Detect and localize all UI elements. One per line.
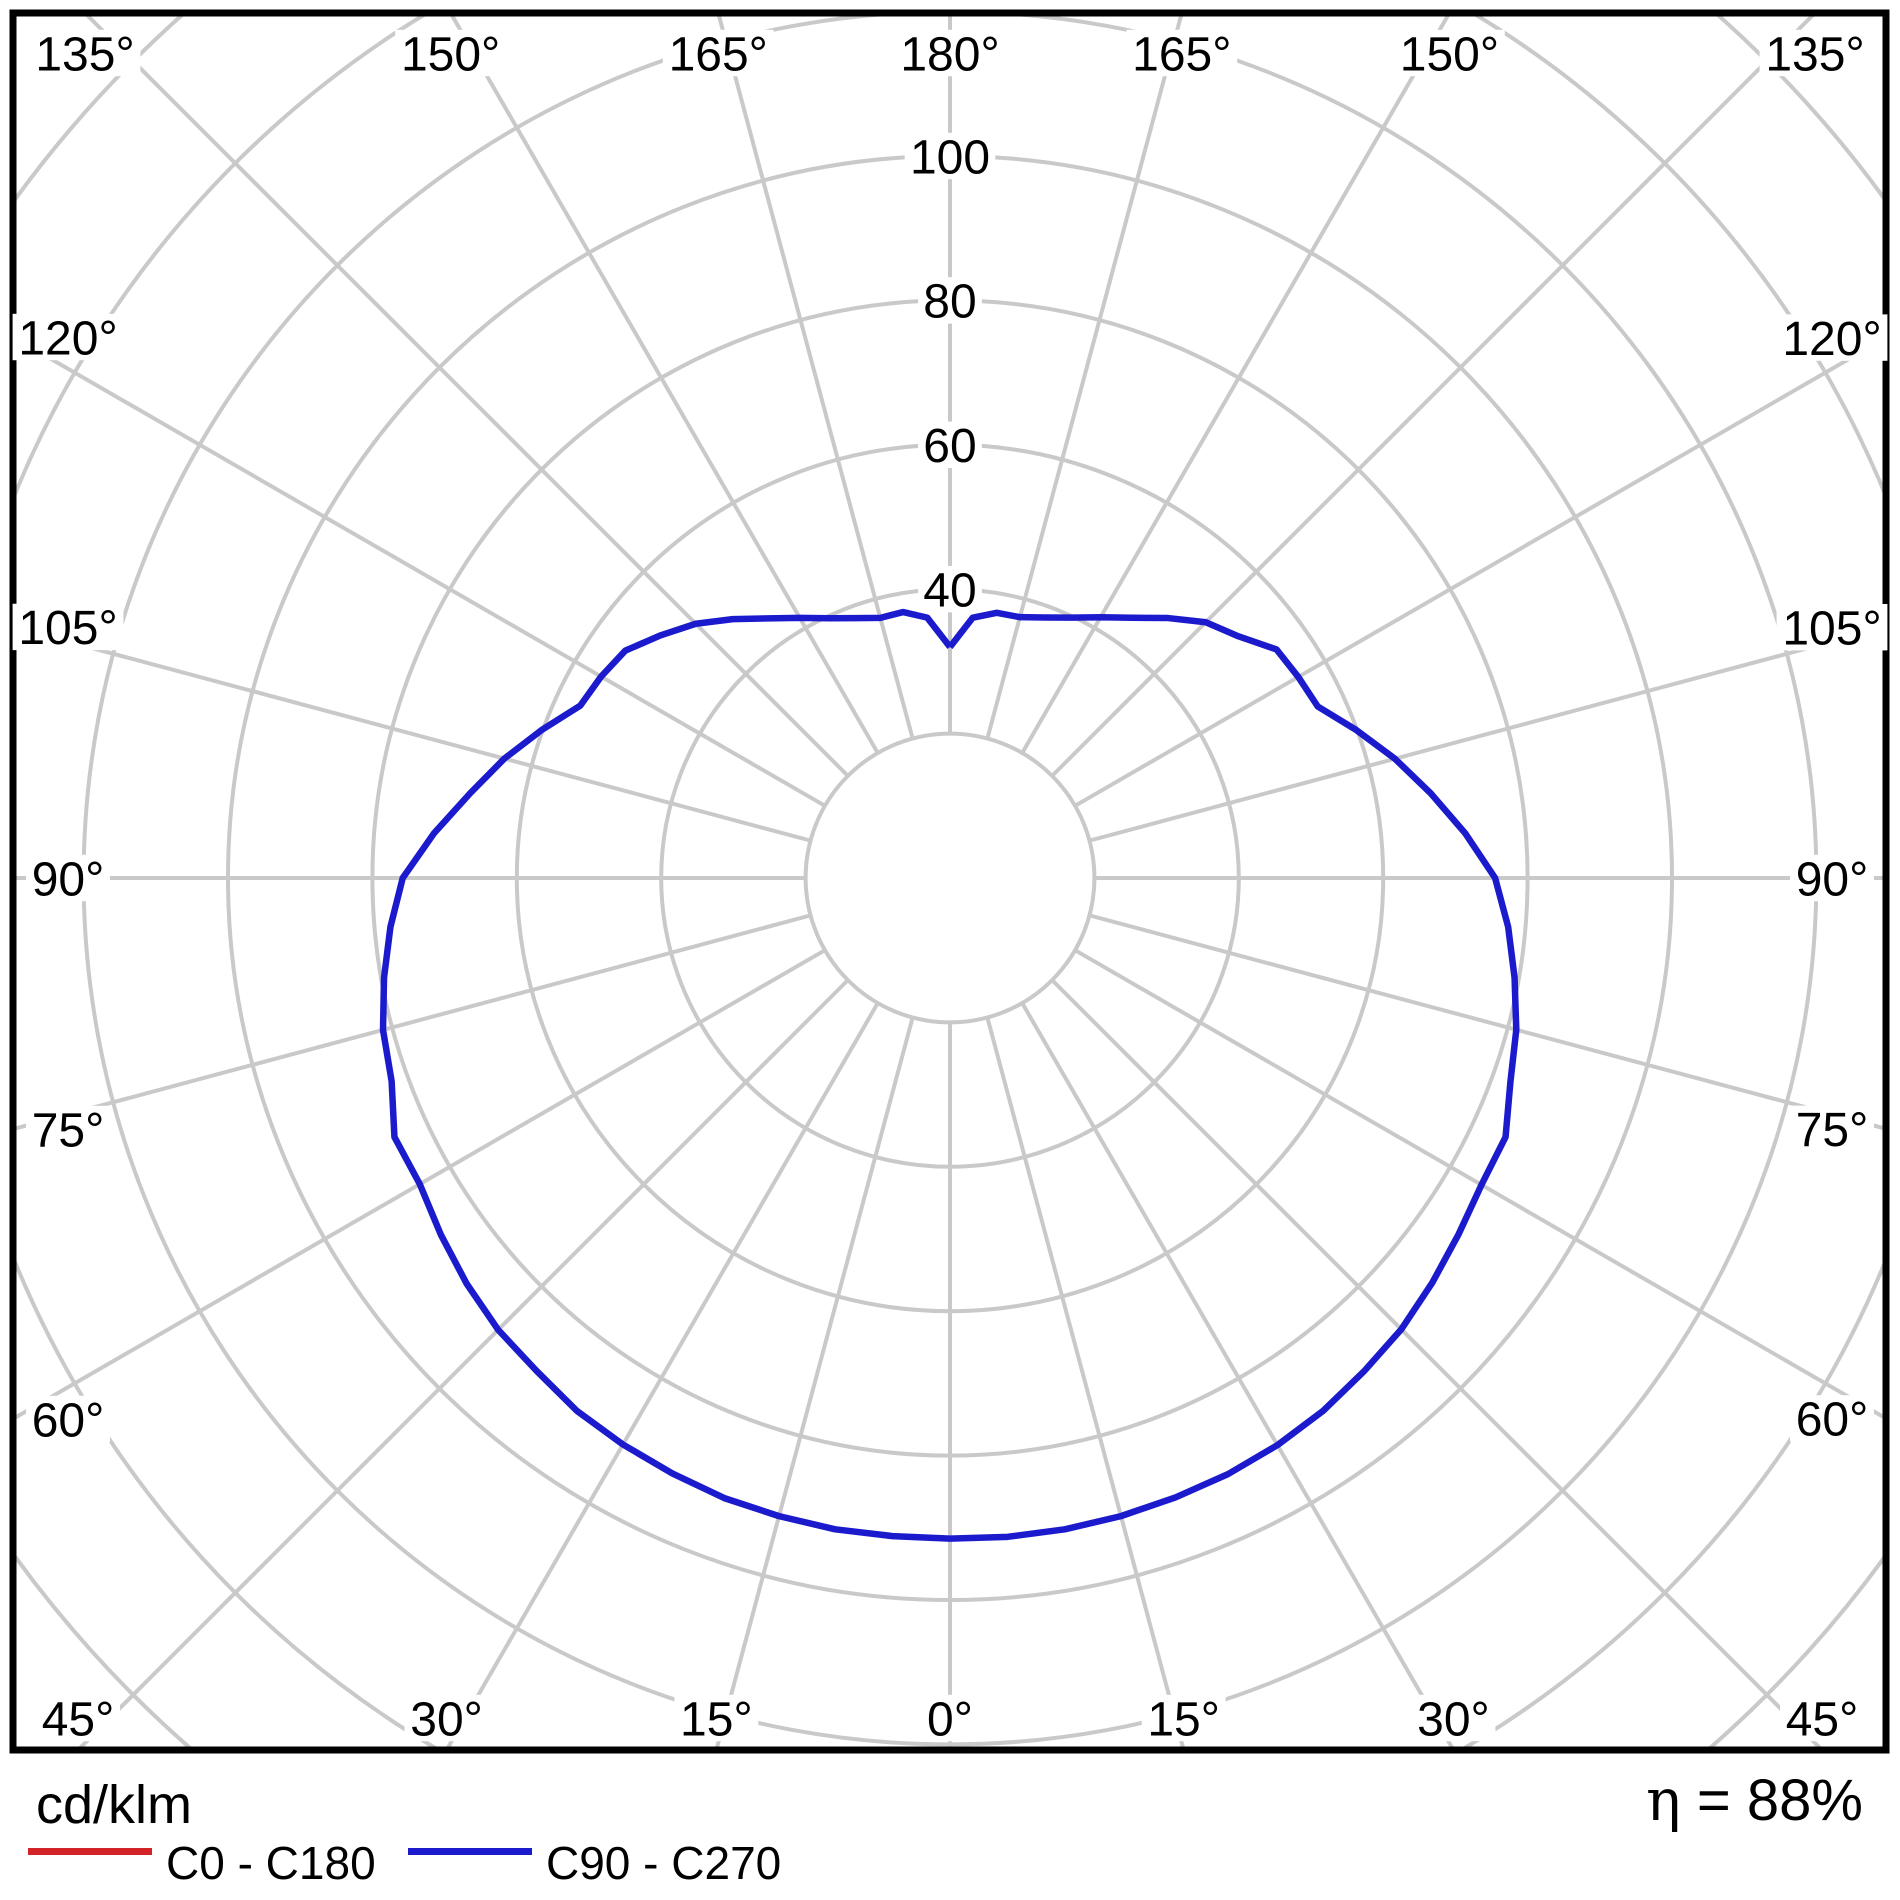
angle-tick-label-bg <box>1780 1694 1864 1742</box>
angle-tick-label-bg <box>29 29 141 77</box>
grid-spoke <box>715 1016 915 1747</box>
angle-tick-label-bg <box>1790 854 1874 902</box>
angle-tick-label: 165° <box>669 28 768 81</box>
angle-tick-label-bg <box>662 29 774 77</box>
grid-spoke <box>1074 948 1883 1419</box>
angle-tick-label: 45° <box>1786 1693 1859 1746</box>
angle-tick-label-bg <box>1411 1694 1496 1742</box>
angle-tick-label: 60° <box>32 1394 105 1447</box>
angle-tick-label: 135° <box>35 28 134 81</box>
grid-spoke <box>1088 625 1883 843</box>
c90-c270-curve <box>379 608 1520 1542</box>
grid-spoke <box>16 625 812 843</box>
angle-tick-label-bg <box>12 603 124 651</box>
grid-spoke <box>1074 337 1883 808</box>
angle-tick-label-bg <box>1141 1694 1226 1742</box>
angle-tick-label-bg <box>1776 314 1888 361</box>
grid-spoke <box>16 336 826 808</box>
radial-tick-label: 60 <box>923 420 976 473</box>
grid-spoke <box>1020 1002 1455 1747</box>
angle-tick-label-bg <box>395 29 506 77</box>
grid-spoke <box>16 913 812 1131</box>
efficiency-label: η = 88% <box>1646 1766 1863 1834</box>
angle-tick-label: 15° <box>680 1693 753 1746</box>
angle-tick-label: 135° <box>1765 28 1864 81</box>
angle-tick-label-bg <box>674 1694 759 1742</box>
radial-tick-label-bg <box>918 277 982 324</box>
angle-tick-label: 90° <box>32 853 105 906</box>
angle-tick-label-bg <box>1790 1395 1874 1442</box>
angle-tick-label: 30° <box>1417 1693 1490 1746</box>
grid-spoke <box>1020 16 1450 754</box>
radial-tick-label-bg <box>918 566 982 613</box>
angle-tick-label-bg <box>1394 29 1505 77</box>
angle-tick-label-bg <box>1126 29 1238 77</box>
radial-tick-label-bg <box>904 132 996 180</box>
angle-tick-label-bg <box>26 1105 110 1153</box>
angle-tick-label: 0° <box>927 1693 973 1746</box>
angle-tick-label: 105° <box>18 602 117 655</box>
radial-tick-label: 100 <box>910 131 990 184</box>
angle-tick-label: 30° <box>410 1693 483 1746</box>
angle-tick-label-bg <box>1790 1105 1874 1153</box>
angle-tick-label: 120° <box>1782 313 1881 366</box>
grid-spoke <box>716 16 915 740</box>
angle-tick-label: 120° <box>18 312 117 365</box>
angle-tick-label: 90° <box>1796 853 1869 906</box>
grid-spoke <box>16 948 826 1420</box>
angle-tick-label: 15° <box>1147 1693 1220 1746</box>
legend-swatch-c90-c270 <box>408 1848 532 1855</box>
angle-tick-label-bg <box>921 1694 979 1742</box>
angle-tick-label-bg <box>404 1694 489 1742</box>
angle-tick-label-bg <box>26 854 110 902</box>
angle-tick-label-bg <box>1776 603 1888 651</box>
angle-tick-label-bg <box>12 313 124 361</box>
legend-swatch-c0-c180 <box>28 1848 152 1855</box>
angle-tick-label: 165° <box>1132 28 1231 81</box>
angle-tick-label: 150° <box>401 28 500 81</box>
angle-tick-label-bg <box>894 29 1006 77</box>
grid-spoke <box>985 1016 1185 1747</box>
grid-spoke <box>445 1002 880 1747</box>
angle-tick-label: 180° <box>900 28 999 81</box>
angle-tick-label: 150° <box>1400 28 1499 81</box>
grid-spoke <box>985 16 1184 740</box>
angle-tick-label-bg <box>1759 29 1871 77</box>
legend-label-c0-c180: C0 - C180 <box>166 1837 376 1889</box>
radial-tick-label-bg <box>918 421 982 468</box>
legend-label-c90-c270: C90 - C270 <box>546 1837 782 1889</box>
grid-spoke <box>450 16 880 754</box>
angle-tick-label: 75° <box>32 1104 105 1157</box>
radial-tick-label: 40 <box>923 564 976 617</box>
unit-label: cd/klm <box>36 1775 193 1835</box>
angle-tick-label: 105° <box>1782 602 1881 655</box>
angle-tick-label: 75° <box>1796 1104 1869 1157</box>
grid-circle <box>803 731 1097 1025</box>
angle-tick-label-bg <box>26 1395 110 1443</box>
grid-spoke <box>1088 913 1883 1131</box>
angle-tick-label-bg <box>36 1694 120 1742</box>
angle-tick-label: 60° <box>1796 1394 1869 1447</box>
radial-tick-label: 80 <box>923 276 976 329</box>
plot-frame <box>9 9 1890 1754</box>
angle-tick-label: 45° <box>42 1693 115 1746</box>
